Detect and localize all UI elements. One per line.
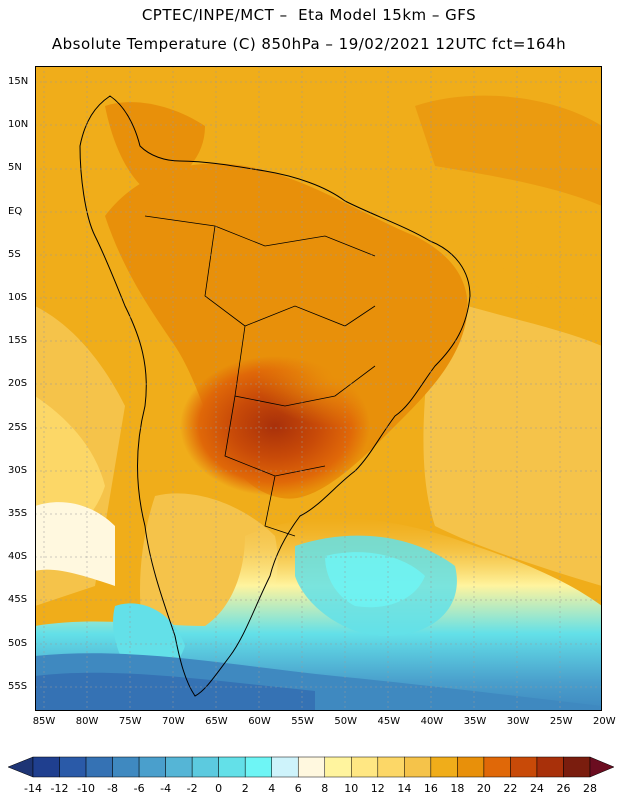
colorbar-swatch	[430, 756, 458, 778]
latitude-label: 5N	[8, 162, 22, 174]
longitude-label: 20W	[592, 716, 616, 727]
colorbar-swatch	[244, 756, 272, 778]
colorbar-label: 6	[294, 782, 302, 795]
colorbar-swatch	[112, 756, 140, 778]
longitude-label: 50W	[334, 716, 357, 727]
map-title-line2: Absolute Temperature (C) 850hPa – 19/02/…	[51, 35, 567, 53]
latitude-label: 25S	[8, 421, 28, 433]
colorbar-swatch	[218, 756, 246, 778]
colorbar-swatch	[138, 756, 166, 778]
colorbar-swatch	[351, 756, 379, 778]
temperature-colorbar	[7, 756, 615, 778]
colorbar-label: 0	[215, 782, 223, 795]
map-title-line1: CPTEC/INPE/MCT – Eta Model 15km – GFS	[141, 6, 477, 24]
longitude-label: 25W	[549, 716, 573, 727]
colorbar-swatch	[324, 756, 352, 778]
colorbar-swatch	[536, 756, 564, 778]
colorbar-label: -10	[77, 782, 96, 795]
latitude-label: 50S	[8, 637, 28, 649]
colorbar-label: 24	[529, 782, 544, 795]
latitude-label: 35S	[8, 508, 28, 519]
latitude-label: 5S	[8, 248, 21, 260]
latitude-label: 20S	[8, 378, 28, 390]
longitude-label: 45W	[377, 716, 401, 727]
longitude-label: 40W	[420, 716, 444, 727]
latitude-label: 10N	[8, 119, 29, 131]
colorbar-swatch	[377, 756, 405, 778]
colorbar-swatch	[271, 756, 299, 778]
longitude-label: 35W	[463, 716, 487, 727]
colorbar-label: 16	[423, 782, 438, 795]
latitude-label: 10S	[8, 292, 28, 303]
colorbar-label: 12	[370, 782, 385, 795]
longitude-label: 30W	[506, 716, 530, 727]
latitude-label: 15N	[8, 76, 29, 87]
colorbar-label: -4	[160, 782, 172, 795]
longitude-label: 85W	[32, 716, 56, 727]
colorbar-label: -2	[186, 782, 198, 795]
latitude-label: 45S	[8, 594, 28, 606]
colorbar-label: 28	[583, 782, 597, 795]
latitude-label: EQ	[8, 205, 23, 217]
longitude-label: 65W	[205, 716, 228, 727]
longitude-label: 55W	[291, 716, 314, 727]
colorbar-swatch	[85, 756, 113, 778]
colorbar-swatch	[563, 756, 591, 778]
colorbar-swatch	[165, 756, 193, 778]
colorbar-label: -12	[50, 782, 69, 795]
longitude-label: 80W	[75, 716, 99, 727]
colorbar-label: -14	[24, 782, 42, 795]
colorbar-swatch	[59, 756, 87, 778]
colorbar-swatch	[483, 756, 511, 778]
colorbar-label: 22	[503, 782, 518, 795]
colorbar-label: 18	[450, 782, 465, 795]
colorbar-swatch	[510, 756, 538, 778]
colorbar-label: 2	[241, 782, 249, 795]
colorbar-swatch	[191, 756, 219, 778]
colorbar-label: 14	[397, 782, 412, 795]
colorbar-label: 4	[268, 782, 276, 795]
latitude-label: 55S	[8, 680, 28, 692]
colorbar-swatch	[297, 756, 326, 778]
colorbar-label: -8	[107, 782, 119, 795]
longitude-label: 70W	[161, 716, 185, 727]
colorbar-swatch	[32, 756, 60, 778]
latitude-label: 30S	[8, 464, 28, 476]
colorbar-label: -6	[133, 782, 145, 795]
longitude-label: 75W	[118, 716, 142, 727]
latitude-label: 40S	[8, 551, 28, 563]
temperature-map	[35, 66, 602, 711]
colorbar-label: 10	[344, 782, 359, 795]
colorbar-swatch	[457, 756, 485, 778]
colorbar-label: 26	[556, 782, 571, 795]
colorbar-label: 20	[476, 782, 491, 795]
latitude-label: 15S	[8, 335, 28, 347]
colorbar-swatch	[404, 756, 432, 778]
colorbar-over-arrow	[589, 756, 615, 778]
colorbar-under-arrow	[7, 756, 34, 778]
longitude-label: 60W	[248, 716, 271, 727]
colorbar-label: 8	[321, 782, 329, 795]
